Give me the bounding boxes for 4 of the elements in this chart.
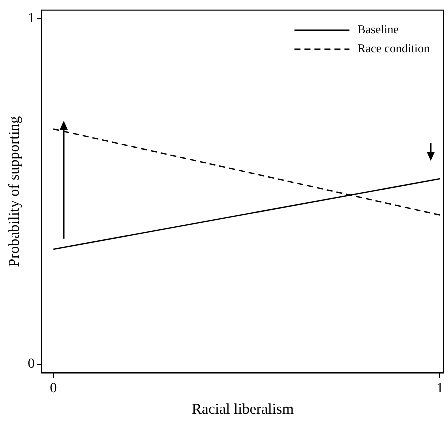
legend-label: Race condition bbox=[358, 42, 430, 56]
legend-label: Baseline bbox=[358, 22, 400, 37]
y-axis-title: Probability of supporting bbox=[6, 116, 23, 268]
x-axis-title: Racial liberalism bbox=[192, 402, 294, 418]
